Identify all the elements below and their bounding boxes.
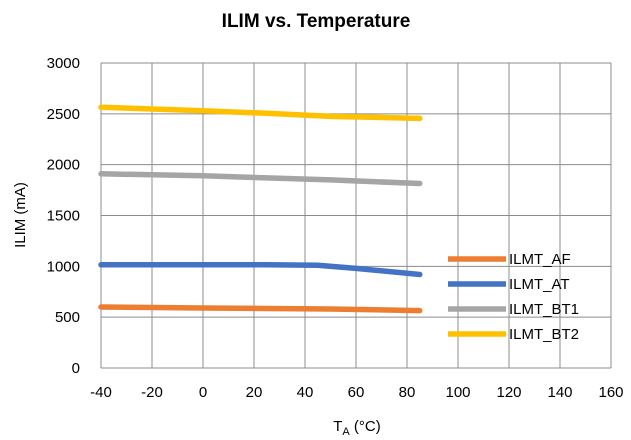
y-tick-labels: 0 500 1000 1500 2000 2500 3000 bbox=[47, 55, 80, 377]
x-tick-label: 120 bbox=[496, 384, 521, 401]
x-axis-label-base: T bbox=[333, 418, 342, 435]
legend-label-ilmt-af: ILMT_AF bbox=[509, 251, 571, 268]
x-tick-label: 160 bbox=[598, 384, 623, 401]
y-tick-label: 1000 bbox=[47, 258, 80, 275]
legend-label-ilmt-at: ILMT_AT bbox=[509, 276, 570, 293]
y-tick-label: 2500 bbox=[47, 106, 80, 123]
y-axis-label: ILIM (mA) bbox=[12, 182, 29, 248]
series-line-ilmt-bt2 bbox=[98, 104, 423, 122]
y-tick-label: 2000 bbox=[47, 157, 80, 174]
legend: ILMT_AF ILMT_AT ILMT_BT1 ILMT_BT2 bbox=[448, 251, 579, 343]
x-tick-label: 0 bbox=[199, 384, 207, 401]
x-tick-label: 100 bbox=[445, 384, 470, 401]
legend-label-ilmt-bt1: ILMT_BT1 bbox=[509, 301, 579, 318]
series-lines bbox=[98, 104, 423, 314]
x-tick-label: 140 bbox=[547, 384, 572, 401]
y-tick-label: 0 bbox=[72, 360, 80, 377]
legend-label-ilmt-bt2: ILMT_BT2 bbox=[509, 326, 579, 343]
x-axis-label-sub: A bbox=[342, 426, 350, 438]
series-line-ilmt-af bbox=[98, 304, 423, 314]
x-axis-label: TA (°C) bbox=[333, 418, 381, 438]
y-tick-label: 3000 bbox=[47, 55, 80, 72]
series-line-ilmt-bt1 bbox=[98, 171, 423, 187]
series-line-ilmt-at bbox=[98, 262, 423, 278]
x-tick-label: 60 bbox=[348, 384, 365, 401]
x-tick-label: 20 bbox=[246, 384, 263, 401]
x-tick-label: -40 bbox=[90, 384, 112, 401]
x-tick-label: 40 bbox=[297, 384, 314, 401]
x-tick-label: -20 bbox=[141, 384, 163, 401]
x-tick-label: 80 bbox=[399, 384, 416, 401]
x-axis-label-unit: (°C) bbox=[350, 418, 381, 435]
chart-title: ILIM vs. Temperature bbox=[222, 11, 411, 32]
y-tick-label: 1500 bbox=[47, 208, 80, 225]
x-tick-labels: -40 -20 0 20 40 60 80 100 120 140 160 bbox=[90, 384, 623, 401]
y-tick-label: 500 bbox=[55, 309, 80, 326]
